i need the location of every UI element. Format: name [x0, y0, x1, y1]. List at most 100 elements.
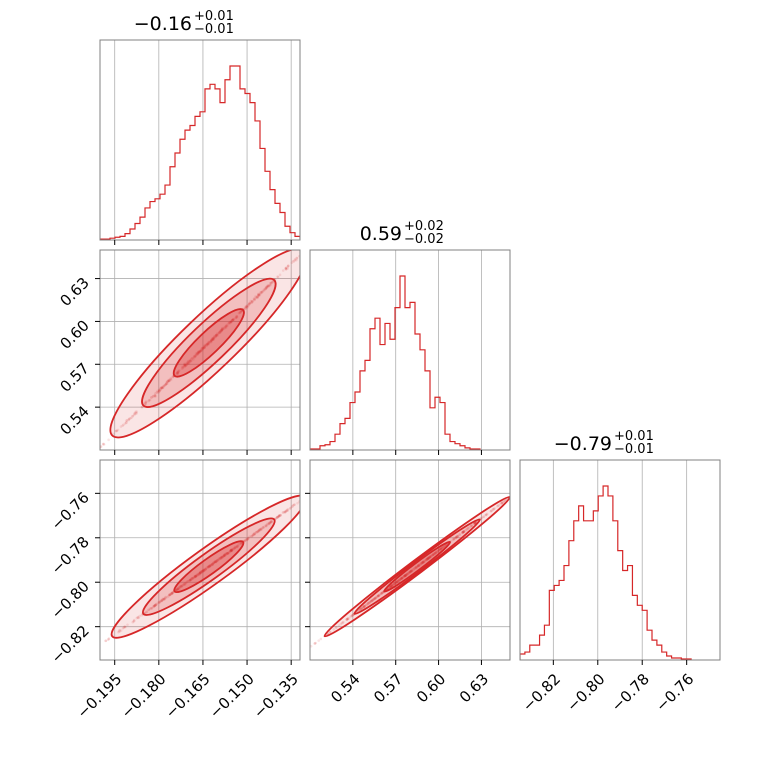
scatter-point: [230, 320, 233, 324]
scatter-point: [158, 600, 162, 604]
scatter-point: [88, 653, 91, 656]
scatter-point: [301, 252, 304, 255]
scatter-point: [314, 488, 317, 491]
scatter-point: [350, 614, 353, 618]
scatter-point: [150, 606, 154, 610]
scatter-point: [404, 574, 407, 577]
panel-title-2: −0.79 +0.01−0.01: [554, 429, 654, 457]
scatter-point: [198, 350, 201, 354]
scatter-point: [157, 601, 161, 605]
scatter-point: [210, 338, 214, 342]
scatter-point: [305, 494, 308, 497]
scatter-point: [176, 587, 179, 591]
scatter-point: [170, 592, 174, 596]
scatter-point: [194, 575, 197, 578]
scatter-point: [456, 534, 460, 538]
scatter-point: [248, 301, 252, 305]
scatter-point: [189, 359, 192, 363]
scatter-point: [328, 630, 332, 634]
scatter-point: [179, 585, 182, 588]
scatter-point: [160, 599, 163, 603]
scatter-point: [250, 535, 254, 538]
scatter-point: [303, 250, 306, 253]
scatter-point: [389, 585, 392, 589]
scatter-point: [239, 310, 242, 314]
y-tick-label-2-3: −0.76: [48, 488, 93, 533]
scatter-point: [198, 350, 201, 354]
scatter-point: [188, 578, 192, 582]
scatter-point: [247, 302, 251, 306]
scatter-point: [198, 350, 201, 354]
scatter-point: [225, 552, 229, 555]
scatter-point: [133, 412, 136, 415]
scatter-point: [245, 538, 249, 542]
scatter-point: [203, 346, 207, 349]
scatter-point: [208, 564, 212, 567]
x-tick-label-2-3: −0.76: [652, 670, 697, 715]
scatter-point: [202, 344, 206, 348]
scatter-point: [155, 391, 159, 394]
scatter-point: [189, 578, 192, 582]
scatter-point: [165, 382, 169, 385]
scatter-point: [357, 609, 361, 612]
scatter-point: [490, 509, 493, 513]
scatter-point: [135, 411, 138, 415]
scatter-point: [211, 336, 215, 340]
scatter-point: [245, 538, 248, 542]
scatter-point: [86, 458, 89, 461]
scatter-point: [229, 550, 232, 553]
scatter-point: [186, 580, 189, 583]
scatter-point: [268, 521, 272, 525]
scatter-point: [380, 591, 384, 595]
scatter-point: [418, 563, 422, 566]
scatter-point: [156, 390, 159, 394]
scatter-point: [214, 334, 217, 338]
scatter-point: [231, 318, 234, 322]
scatter-point: [454, 535, 458, 539]
scatter-point: [301, 251, 304, 254]
scatter-point: [293, 258, 297, 262]
scatter-point: [144, 402, 147, 406]
scatter-point: [267, 285, 270, 288]
scatter-point: [315, 237, 318, 240]
scatter-point: [288, 507, 292, 510]
scatter-point: [389, 585, 392, 589]
scatter-point: [535, 476, 538, 479]
scatter-point: [167, 379, 170, 383]
scatter-point: [361, 606, 364, 609]
scatter-point: [403, 574, 407, 578]
scatter-point: [421, 560, 425, 564]
scatter-point: [399, 577, 403, 580]
scatter-point: [389, 585, 392, 589]
scatter-point: [230, 319, 234, 322]
scatter-point: [258, 528, 262, 531]
scatter-point: [370, 599, 373, 603]
scatter-point: [219, 556, 223, 559]
scatter-point: [417, 564, 420, 567]
scatter-point: [265, 285, 269, 289]
scatter-point: [359, 607, 362, 611]
scatter-point: [373, 597, 377, 600]
scatter-point: [295, 258, 298, 262]
scatter-point: [180, 584, 184, 588]
scatter-point: [214, 334, 218, 337]
scatter-point: [209, 339, 213, 343]
scatter-point: [194, 354, 198, 357]
scatter-point: [484, 513, 488, 517]
scatter-point: [425, 557, 429, 561]
scatter-point: [396, 579, 400, 583]
scatter-point: [278, 514, 281, 517]
scatter-point: [213, 560, 217, 563]
scatter-point: [212, 336, 215, 340]
scatter-point: [138, 614, 141, 618]
scatter-point: [204, 567, 207, 571]
scatter-point: [267, 284, 270, 287]
scatter-point: [176, 370, 180, 374]
scatter-point: [404, 574, 407, 577]
scatter-point: [215, 558, 219, 562]
scatter-point: [422, 560, 425, 564]
scatter-point: [420, 561, 424, 565]
scatter-point: [427, 556, 430, 560]
scatter-point: [121, 626, 125, 630]
scatter-point: [196, 351, 199, 355]
